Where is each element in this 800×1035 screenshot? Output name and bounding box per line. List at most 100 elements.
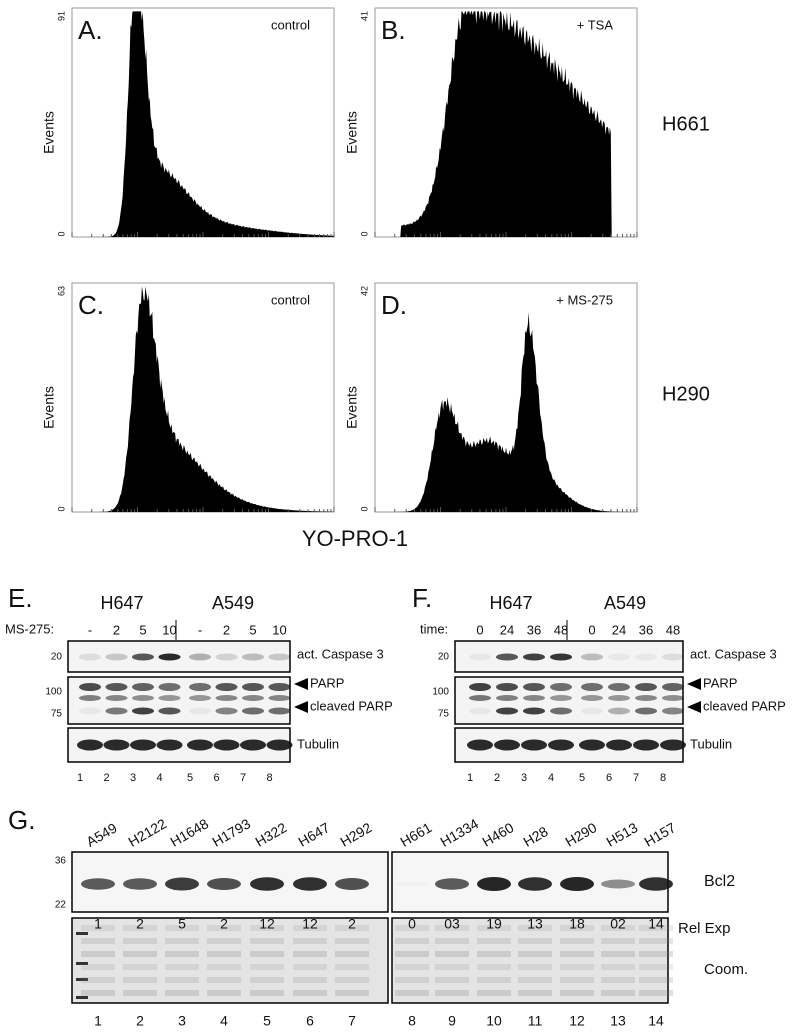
gel-stain xyxy=(335,977,369,983)
gel-stain xyxy=(560,951,594,957)
gel-stain xyxy=(435,990,469,996)
band xyxy=(132,695,154,701)
band xyxy=(79,695,101,701)
lane-number: 2 xyxy=(103,772,109,784)
band xyxy=(469,695,491,701)
gel-stain xyxy=(435,977,469,983)
lane-number: 1 xyxy=(77,772,83,784)
gel-stain xyxy=(81,964,115,970)
gel-stain xyxy=(123,964,157,970)
gel-stain xyxy=(477,951,511,957)
gel-stain xyxy=(395,964,429,970)
lane-number: 8 xyxy=(408,1013,416,1029)
band xyxy=(662,707,684,715)
rel-exp: 12 xyxy=(302,916,318,932)
cell-line: H661 xyxy=(397,819,434,850)
gel-frame xyxy=(391,917,669,1004)
y-max: 63 xyxy=(56,286,66,296)
cell-line: H1793 xyxy=(209,815,253,850)
condition-label: MS-275: xyxy=(5,621,54,636)
gel-stain xyxy=(250,964,284,970)
lane-number: 12 xyxy=(569,1013,585,1029)
gel-stain xyxy=(293,925,327,931)
y-min: 0 xyxy=(56,231,66,236)
gel-stain xyxy=(123,951,157,957)
gel-stain xyxy=(207,977,241,983)
rel-exp: 18 xyxy=(569,916,585,932)
lane-number: 10 xyxy=(486,1013,502,1029)
arrowhead xyxy=(294,678,308,690)
gel-stain xyxy=(335,990,369,996)
band xyxy=(608,707,630,715)
lane-number: 4 xyxy=(220,1013,228,1029)
gel-stain xyxy=(639,925,673,931)
gel-stain xyxy=(207,925,241,931)
band xyxy=(633,739,659,751)
gel-stain xyxy=(477,990,511,996)
lane-number: 2 xyxy=(136,1013,144,1029)
gel-stain xyxy=(250,977,284,983)
band xyxy=(660,739,686,751)
band xyxy=(242,707,264,715)
histogram xyxy=(375,11,637,238)
gel-stain xyxy=(165,977,199,983)
band xyxy=(469,683,491,691)
histogram xyxy=(375,312,637,512)
condition: - xyxy=(198,622,202,637)
gel-stain xyxy=(518,990,552,996)
lane-number: 5 xyxy=(187,772,193,784)
gel-stain xyxy=(335,964,369,970)
rel-exp: 02 xyxy=(610,916,626,932)
band xyxy=(268,695,291,701)
band xyxy=(165,877,199,891)
lane-number: 1 xyxy=(467,772,473,784)
band xyxy=(518,877,552,891)
band xyxy=(81,878,115,890)
y-max: 91 xyxy=(56,11,66,21)
gel-stain xyxy=(518,938,552,944)
band xyxy=(79,653,101,661)
lane-number: 6 xyxy=(306,1013,314,1029)
gel-stain xyxy=(518,951,552,957)
band xyxy=(215,683,238,691)
ladder-band xyxy=(76,962,88,965)
condition: - xyxy=(88,622,92,637)
mw-marker: 75 xyxy=(438,709,450,720)
lane-number: 4 xyxy=(548,772,554,784)
band xyxy=(639,877,673,891)
band-label: act. Caspase 3 xyxy=(690,646,777,661)
gel-stain xyxy=(81,951,115,957)
band xyxy=(467,739,493,751)
rel-exp: 19 xyxy=(486,916,502,932)
band xyxy=(250,877,284,891)
band xyxy=(335,878,369,890)
lane-number: 7 xyxy=(240,772,246,784)
rel-exp: 14 xyxy=(648,916,664,932)
band xyxy=(189,683,211,691)
gel-stain xyxy=(81,938,115,944)
condition: 0 xyxy=(588,622,595,637)
band xyxy=(132,707,154,715)
band xyxy=(158,707,181,715)
band xyxy=(123,878,157,890)
band xyxy=(105,695,128,701)
condition: 24 xyxy=(612,622,626,637)
gel-stain xyxy=(293,964,327,970)
gel-stain xyxy=(293,990,327,996)
gel-stain xyxy=(335,938,369,944)
band-label: Tubulin xyxy=(297,736,339,751)
band xyxy=(523,707,545,715)
gel-stain xyxy=(435,925,469,931)
panel-letter: F. xyxy=(412,583,432,613)
lane-number: 6 xyxy=(606,772,612,784)
band-label: PARP xyxy=(703,675,737,690)
band xyxy=(293,877,327,891)
rel-exp: 5 xyxy=(178,916,186,932)
y-axis-label: Events xyxy=(344,111,360,154)
gel-stain xyxy=(435,964,469,970)
cell-line: H292 xyxy=(337,819,374,850)
row-label: Rel Exp xyxy=(678,920,731,937)
cell-line: H513 xyxy=(603,819,640,850)
gel-stain xyxy=(601,977,635,983)
